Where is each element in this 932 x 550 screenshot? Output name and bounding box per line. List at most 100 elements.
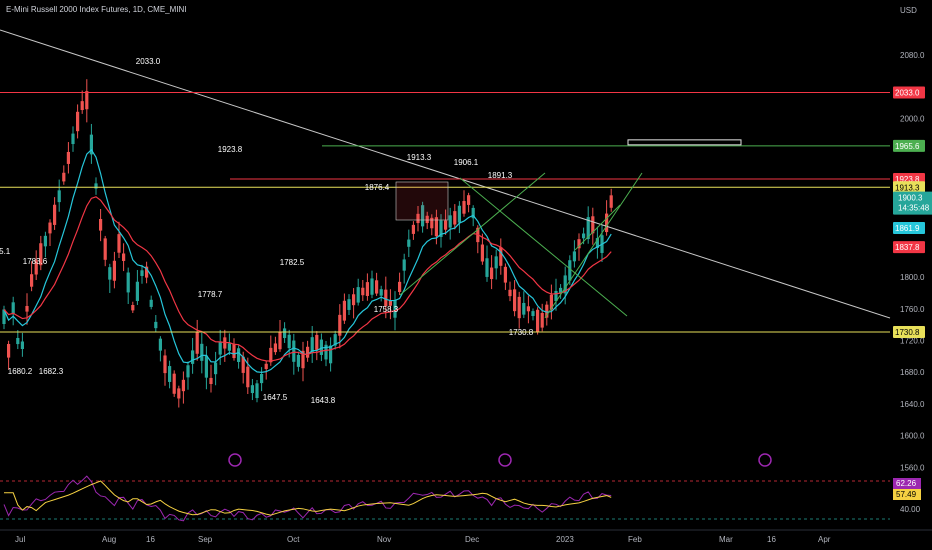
candle-body	[485, 258, 489, 277]
candle-body	[522, 302, 526, 315]
x-tick-label: Oct	[287, 535, 300, 544]
price-level-label: 1965.6	[895, 142, 920, 151]
candle-body	[402, 259, 406, 271]
candle-body	[269, 347, 273, 363]
candle-body	[209, 377, 213, 385]
last-price-label: 1900.3	[898, 194, 923, 203]
candle-body	[278, 331, 282, 350]
candle-body	[80, 101, 84, 111]
candle-body	[62, 172, 66, 182]
candle-body	[122, 253, 126, 261]
candle-body	[25, 305, 29, 312]
candle-body	[338, 314, 342, 336]
candle-body	[112, 260, 116, 281]
candle-body	[393, 299, 397, 318]
candle-body	[39, 243, 43, 266]
candle-body	[513, 289, 517, 312]
candle-body	[149, 299, 153, 307]
candle-body	[99, 218, 103, 231]
price-level-label: 1923.8	[895, 175, 920, 184]
candle-body	[195, 332, 199, 354]
candle-body	[577, 239, 581, 249]
candle-body	[480, 244, 484, 262]
candle-body	[416, 213, 420, 224]
candle-body	[273, 343, 277, 353]
swing-point-label: 1680.2	[8, 367, 33, 376]
candle-body	[260, 373, 264, 384]
candle-body	[531, 311, 535, 316]
swing-point-label: 1906.1	[454, 158, 479, 167]
swing-point-label: 1730.8	[509, 328, 534, 337]
candle-body	[595, 238, 599, 248]
candle-body	[434, 217, 438, 237]
candle-body	[342, 300, 346, 321]
candle-body	[126, 272, 130, 293]
candle-body	[250, 385, 254, 394]
candle-body	[352, 294, 356, 306]
swing-point-label: 1795.1	[0, 247, 11, 256]
candle-body	[306, 346, 310, 358]
candle-body	[200, 343, 204, 361]
event-marker-icon	[498, 453, 512, 467]
candle-body	[301, 350, 305, 369]
candle-body	[264, 363, 268, 370]
x-tick-label: 16	[767, 535, 776, 544]
ema-slow-line	[3, 196, 612, 362]
candle-body	[591, 216, 595, 234]
candle-body	[232, 344, 236, 359]
y-tick-label: 1800.0	[900, 273, 925, 282]
candle-body	[7, 344, 11, 358]
candle-body	[292, 340, 296, 362]
candle-body	[66, 151, 70, 164]
candle-body	[85, 91, 89, 110]
last-price-badge	[893, 191, 932, 215]
rsi-line	[3, 475, 612, 522]
candle-body	[333, 334, 337, 346]
candle-body	[246, 366, 250, 388]
candle-body	[605, 213, 609, 233]
price-level-box	[893, 139, 925, 152]
resistance-zone-box	[395, 181, 449, 221]
candle-body	[407, 239, 411, 247]
candle-body	[154, 321, 158, 329]
candle-body	[227, 343, 231, 351]
candle-body	[172, 373, 176, 394]
candle-body	[559, 287, 563, 293]
candle-body	[503, 266, 507, 283]
y-tick-label: 2080.0	[900, 51, 925, 60]
y-tick-label: 1600.0	[900, 432, 925, 441]
x-tick-label: Jul	[15, 535, 25, 544]
candle-body	[430, 217, 434, 229]
candle-body	[467, 195, 471, 205]
swing-point-label: 1643.8	[311, 396, 336, 405]
candle-body	[425, 215, 429, 224]
candle-body	[462, 201, 466, 214]
candle-body	[356, 287, 360, 303]
target-zone-box	[627, 139, 742, 146]
price-level-label: 2033.0	[895, 88, 920, 97]
candle-body	[554, 290, 558, 302]
candle-body	[568, 260, 572, 281]
candle-body	[494, 256, 498, 269]
candle-body	[370, 278, 374, 295]
candle-body	[471, 207, 475, 219]
swing-point-label: 1876.4	[365, 183, 390, 192]
candle-body	[135, 281, 139, 301]
channel-line	[399, 172, 546, 296]
candle-body	[329, 345, 333, 364]
ema-value-badge	[893, 222, 925, 235]
price-level-box	[893, 181, 925, 194]
candle-body	[71, 133, 75, 145]
ema-value-label: 1861.9	[895, 224, 920, 233]
candle-body	[310, 337, 314, 353]
y-tick-label: 2000.0	[900, 115, 925, 124]
price-level-box	[893, 325, 925, 338]
candle-body	[177, 388, 181, 399]
candle-body	[536, 309, 540, 332]
candle-body	[398, 281, 402, 293]
candle-body	[168, 366, 172, 382]
y-tick-label: 1760.0	[900, 305, 925, 314]
candle-body	[444, 220, 448, 230]
candle-body	[296, 354, 300, 367]
